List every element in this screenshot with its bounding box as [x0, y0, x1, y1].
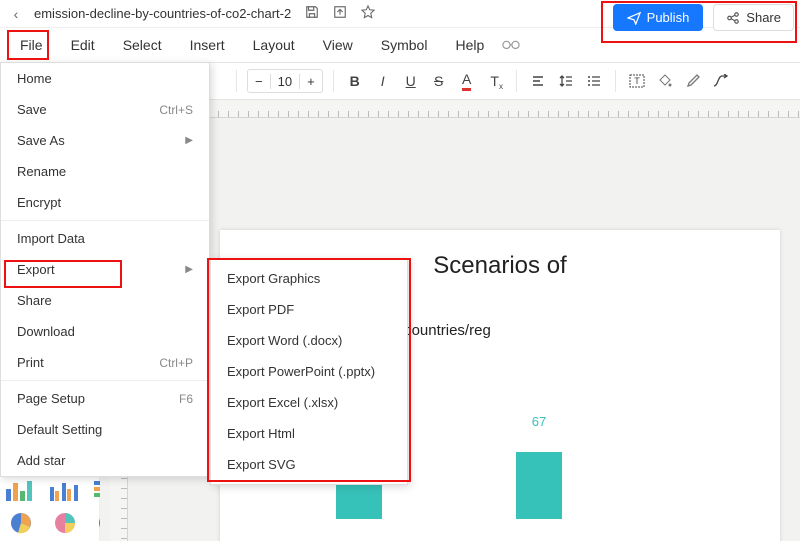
bar-value-label: 67 — [516, 414, 562, 433]
menu-insert[interactable]: Insert — [176, 31, 239, 59]
file-menu-export[interactable]: Export▶ — [1, 254, 209, 285]
font-size-value[interactable]: 10 — [270, 74, 300, 89]
strikethrough-button[interactable]: S — [428, 69, 450, 93]
export-option[interactable]: Export Word (.docx) — [211, 325, 407, 356]
export-option[interactable]: Export Graphics — [211, 263, 407, 294]
document-title: emission-decline-by-countries-of-co2-cha… — [34, 6, 291, 21]
export-quick-icon[interactable] — [333, 5, 347, 22]
svg-text:T: T — [634, 76, 640, 86]
file-menu-share[interactable]: Share — [1, 285, 209, 316]
text-box-button[interactable]: T — [626, 69, 648, 93]
italic-button[interactable]: I — [372, 69, 394, 93]
file-menu-home[interactable]: Home — [1, 63, 209, 94]
presentation-icon[interactable] — [502, 37, 520, 54]
mini-pie-1[interactable] — [4, 511, 38, 535]
file-menu-add-star[interactable]: Add star — [1, 445, 209, 476]
file-menu-print[interactable]: PrintCtrl+P — [1, 347, 209, 378]
menu-symbol[interactable]: Symbol — [367, 31, 442, 59]
export-option[interactable]: Export Html — [211, 418, 407, 449]
bold-button[interactable]: B — [344, 69, 366, 93]
align-button[interactable] — [527, 69, 549, 93]
file-menu-page-setup[interactable]: Page SetupF6 — [1, 383, 209, 414]
font-size-decrease[interactable]: − — [248, 74, 270, 89]
share-button[interactable]: Share — [713, 4, 794, 31]
mini-pie-2[interactable] — [48, 511, 82, 535]
export-option[interactable]: Export PowerPoint (.pptx) — [211, 356, 407, 387]
export-option[interactable]: Export SVG — [211, 449, 407, 480]
bullet-list-button[interactable] — [583, 69, 605, 93]
menu-layout[interactable]: Layout — [239, 31, 309, 59]
file-menu-default-setting[interactable]: Default Setting — [1, 414, 209, 445]
pencil-button[interactable] — [682, 69, 704, 93]
mini-bar-1[interactable] — [4, 479, 38, 503]
file-menu-save-as[interactable]: Save As▶ — [1, 125, 209, 156]
font-size-control[interactable]: − 10 + — [247, 69, 323, 93]
publish-button[interactable]: Publish — [613, 4, 704, 31]
publish-icon — [627, 11, 641, 25]
clear-format-button[interactable]: Tx — [484, 69, 506, 93]
top-right-actions: Publish Share — [613, 4, 794, 31]
bar — [516, 452, 562, 520]
save-icon[interactable] — [305, 5, 319, 22]
export-submenu: Export GraphicsExport PDFExport Word (.d… — [210, 258, 408, 485]
fill-button[interactable] — [654, 69, 676, 93]
file-menu-encrypt[interactable]: Encrypt — [1, 187, 209, 218]
star-icon[interactable] — [361, 5, 375, 22]
share-icon — [726, 11, 740, 25]
menu-view[interactable]: View — [309, 31, 367, 59]
menu-bar: File Edit Select Insert Layout View Symb… — [0, 28, 800, 62]
mini-bar-2[interactable] — [48, 479, 82, 503]
underline-button[interactable]: U — [400, 69, 422, 93]
connector-button[interactable] — [710, 69, 732, 93]
file-menu-import-data[interactable]: Import Data — [1, 223, 209, 254]
line-spacing-button[interactable] — [555, 69, 577, 93]
file-menu-save[interactable]: SaveCtrl+S — [1, 94, 209, 125]
ruler-horizontal — [128, 100, 800, 118]
publish-label: Publish — [647, 10, 690, 25]
menu-help[interactable]: Help — [441, 31, 498, 59]
file-dropdown: HomeSaveCtrl+SSave As▶RenameEncrypt Impor… — [0, 62, 210, 477]
share-label: Share — [746, 10, 781, 25]
file-menu-rename[interactable]: Rename — [1, 156, 209, 187]
export-option[interactable]: Export PDF — [211, 294, 407, 325]
menu-edit[interactable]: Edit — [57, 31, 109, 59]
file-menu-download[interactable]: Download — [1, 316, 209, 347]
export-option[interactable]: Export Excel (.xlsx) — [211, 387, 407, 418]
menu-file[interactable]: File — [6, 31, 57, 59]
font-size-increase[interactable]: + — [300, 74, 322, 89]
menu-select[interactable]: Select — [109, 31, 176, 59]
back-button[interactable]: ‹ — [8, 6, 24, 22]
font-color-button[interactable]: A — [456, 69, 478, 93]
